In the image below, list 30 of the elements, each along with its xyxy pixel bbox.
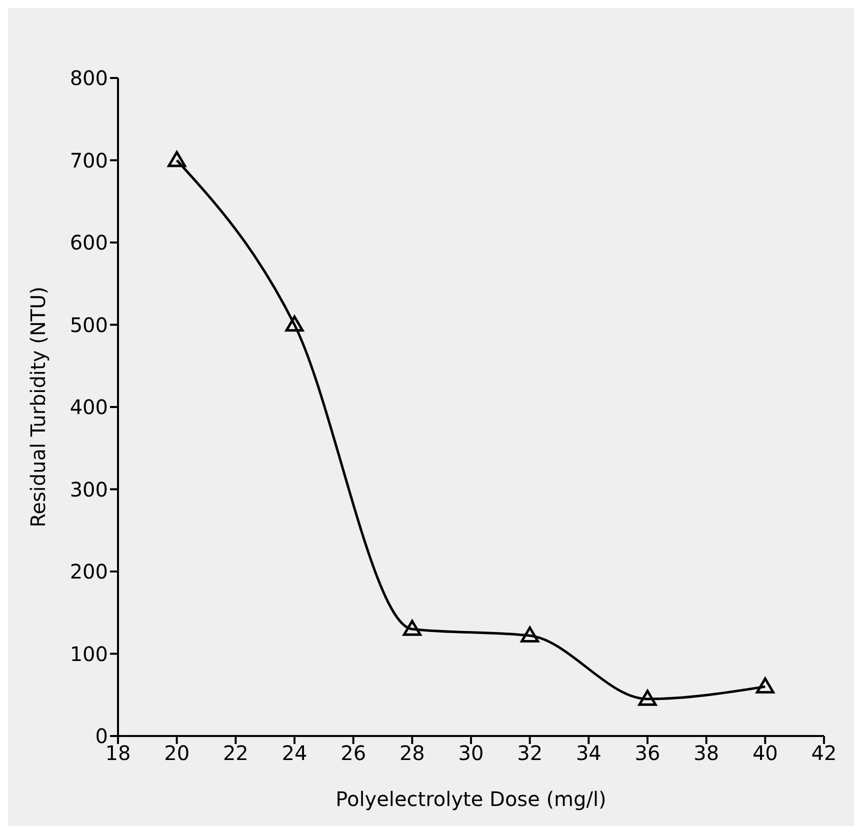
- x-tick-label: 18: [105, 741, 131, 766]
- x-tick-label: 20: [164, 741, 190, 766]
- x-tick-label: 38: [694, 741, 720, 766]
- x-tick-label: 34: [576, 741, 602, 766]
- y-tick-label: 600: [70, 230, 108, 255]
- point: [402, 620, 422, 636]
- x-tick-label: 26: [340, 741, 366, 766]
- x-tick-label: 42: [811, 741, 837, 766]
- y-tick-label: 700: [70, 148, 108, 172]
- y-tick-label: 300: [70, 477, 108, 502]
- x-tick-label: 22: [222, 741, 248, 766]
- y-tick-label: 800: [70, 66, 108, 90]
- y-tick-label: 100: [70, 642, 108, 666]
- x-tick-label: 30: [458, 741, 484, 766]
- x-tick-label: 36: [634, 741, 660, 766]
- y-tick-label: 500: [70, 312, 108, 337]
- x-tick-label: 24: [282, 741, 308, 766]
- point: [638, 690, 657, 706]
- x-tick-label: 32: [517, 741, 543, 766]
- y-tick-label: 0: [95, 724, 108, 748]
- x-tick-label: 40: [752, 741, 778, 766]
- point: [756, 677, 774, 694]
- y-tick-label: 200: [70, 560, 108, 584]
- x-tick-label: 28: [399, 741, 425, 766]
- point: [520, 626, 540, 643]
- point: [285, 316, 304, 332]
- y-axis-title: Residual Turbidity (NTU): [26, 286, 50, 528]
- y-tick-label: 400: [70, 395, 108, 420]
- x-axis-title: Polyelectrolyte Dose (mg/l): [336, 787, 606, 811]
- point: [168, 151, 186, 168]
